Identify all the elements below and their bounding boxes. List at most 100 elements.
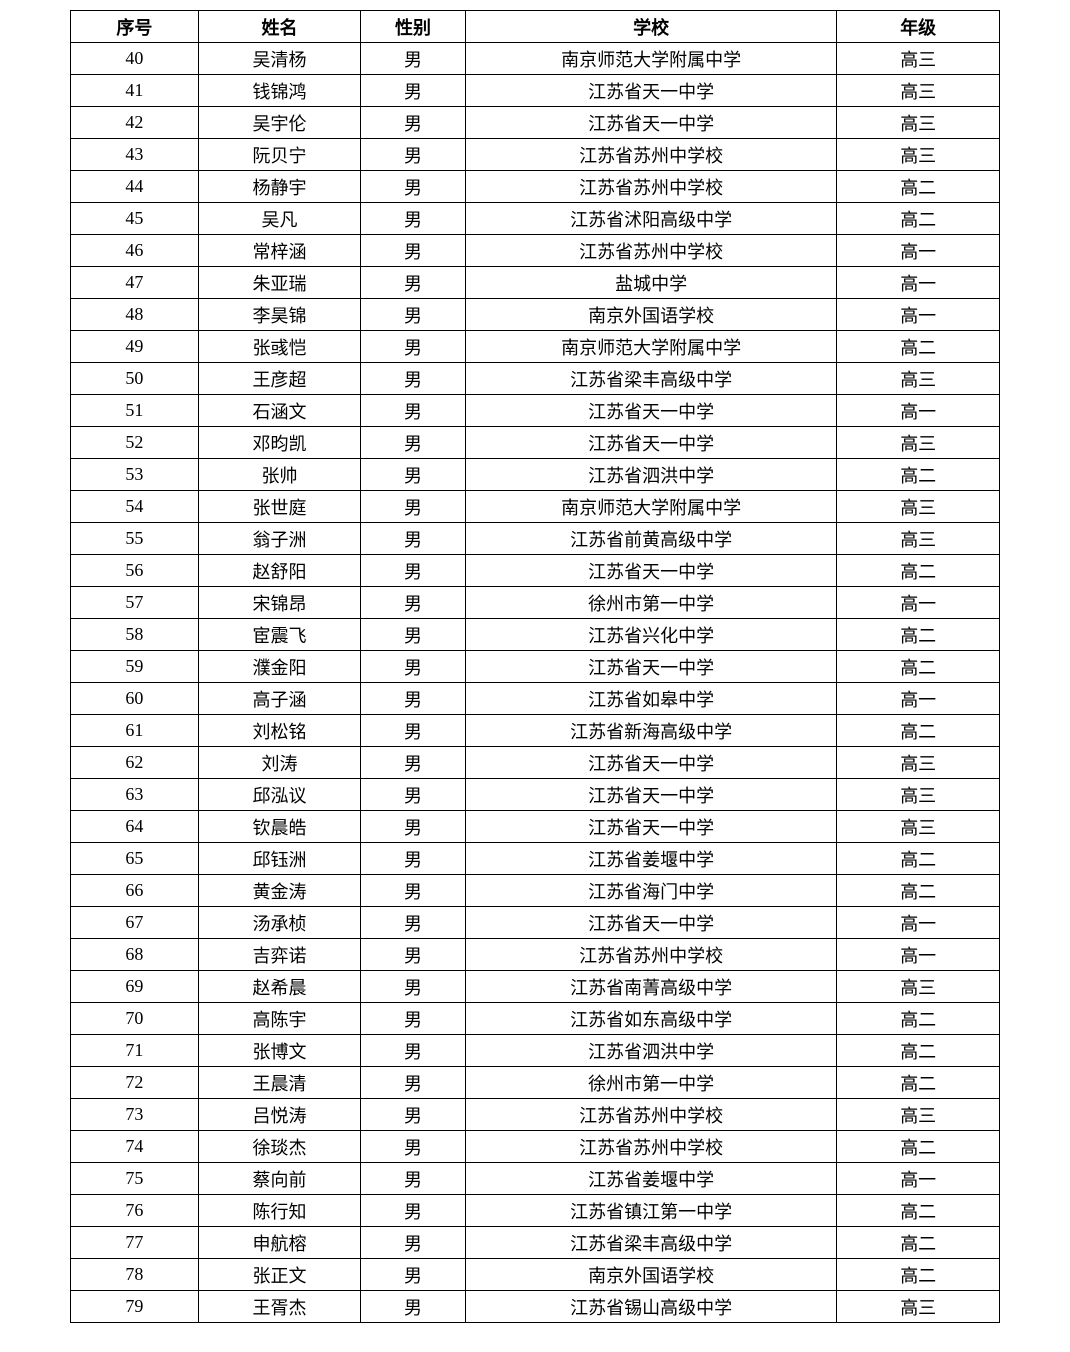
cell-index: 59 (71, 651, 199, 683)
cell-school: 南京师范大学附属中学 (465, 331, 837, 363)
cell-index: 72 (71, 1067, 199, 1099)
table-header-row: 序号 姓名 性别 学校 年级 (71, 11, 1000, 43)
col-header-gender: 性别 (361, 11, 466, 43)
cell-grade: 高一 (837, 907, 1000, 939)
cell-grade: 高二 (837, 619, 1000, 651)
table-row: 61刘松铭男江苏省新海高级中学高二 (71, 715, 1000, 747)
table-row: 42吴宇伦男江苏省天一中学高三 (71, 107, 1000, 139)
cell-name: 邱泓议 (198, 779, 361, 811)
cell-index: 60 (71, 683, 199, 715)
cell-name: 王晨清 (198, 1067, 361, 1099)
cell-school: 江苏省天一中学 (465, 651, 837, 683)
cell-name: 宦震飞 (198, 619, 361, 651)
cell-index: 41 (71, 75, 199, 107)
table-row: 45吴凡男江苏省沭阳高级中学高二 (71, 203, 1000, 235)
cell-school: 江苏省苏州中学校 (465, 139, 837, 171)
cell-school: 江苏省天一中学 (465, 779, 837, 811)
table-row: 72王晨清男徐州市第一中学高二 (71, 1067, 1000, 1099)
cell-name: 黄金涛 (198, 875, 361, 907)
cell-name: 高子涵 (198, 683, 361, 715)
cell-grade: 高一 (837, 1163, 1000, 1195)
table-row: 65邱钰洲男江苏省姜堰中学高二 (71, 843, 1000, 875)
cell-index: 48 (71, 299, 199, 331)
cell-name: 王胥杰 (198, 1291, 361, 1323)
cell-grade: 高二 (837, 331, 1000, 363)
cell-school: 江苏省姜堰中学 (465, 843, 837, 875)
cell-school: 江苏省天一中学 (465, 75, 837, 107)
cell-index: 68 (71, 939, 199, 971)
cell-gender: 男 (361, 747, 466, 779)
cell-index: 58 (71, 619, 199, 651)
cell-name: 张世庭 (198, 491, 361, 523)
cell-gender: 男 (361, 619, 466, 651)
cell-gender: 男 (361, 459, 466, 491)
table-row: 48李昊锦男南京外国语学校高一 (71, 299, 1000, 331)
cell-name: 蔡向前 (198, 1163, 361, 1195)
cell-name: 高陈宇 (198, 1003, 361, 1035)
cell-gender: 男 (361, 363, 466, 395)
cell-name: 吴清杨 (198, 43, 361, 75)
cell-grade: 高三 (837, 427, 1000, 459)
cell-gender: 男 (361, 1195, 466, 1227)
table-row: 62刘涛男江苏省天一中学高三 (71, 747, 1000, 779)
table-row: 49张彧恺男南京师范大学附属中学高二 (71, 331, 1000, 363)
cell-grade: 高三 (837, 1291, 1000, 1323)
cell-gender: 男 (361, 75, 466, 107)
table-row: 53张帅男江苏省泗洪中学高二 (71, 459, 1000, 491)
cell-name: 李昊锦 (198, 299, 361, 331)
cell-school: 江苏省兴化中学 (465, 619, 837, 651)
cell-gender: 男 (361, 43, 466, 75)
cell-school: 盐城中学 (465, 267, 837, 299)
cell-school: 江苏省如东高级中学 (465, 1003, 837, 1035)
cell-index: 77 (71, 1227, 199, 1259)
table-row: 79王胥杰男江苏省锡山高级中学高三 (71, 1291, 1000, 1323)
cell-gender: 男 (361, 299, 466, 331)
cell-grade: 高三 (837, 811, 1000, 843)
cell-gender: 男 (361, 235, 466, 267)
cell-gender: 男 (361, 587, 466, 619)
cell-school: 南京师范大学附属中学 (465, 43, 837, 75)
table-row: 51石涵文男江苏省天一中学高一 (71, 395, 1000, 427)
cell-index: 52 (71, 427, 199, 459)
cell-name: 吉弈诺 (198, 939, 361, 971)
col-header-name: 姓名 (198, 11, 361, 43)
table-row: 64钦晨皓男江苏省天一中学高三 (71, 811, 1000, 843)
cell-grade: 高一 (837, 683, 1000, 715)
cell-gender: 男 (361, 779, 466, 811)
cell-index: 75 (71, 1163, 199, 1195)
cell-school: 江苏省苏州中学校 (465, 1131, 837, 1163)
cell-school: 江苏省姜堰中学 (465, 1163, 837, 1195)
table-row: 43阮贝宁男江苏省苏州中学校高三 (71, 139, 1000, 171)
cell-name: 吴宇伦 (198, 107, 361, 139)
table-row: 74徐琰杰男江苏省苏州中学校高二 (71, 1131, 1000, 1163)
cell-grade: 高一 (837, 299, 1000, 331)
cell-grade: 高二 (837, 1259, 1000, 1291)
cell-school: 江苏省梁丰高级中学 (465, 1227, 837, 1259)
cell-index: 44 (71, 171, 199, 203)
cell-school: 徐州市第一中学 (465, 1067, 837, 1099)
cell-school: 江苏省苏州中学校 (465, 235, 837, 267)
col-header-grade: 年级 (837, 11, 1000, 43)
cell-school: 江苏省泗洪中学 (465, 1035, 837, 1067)
cell-school: 南京师范大学附属中学 (465, 491, 837, 523)
cell-index: 66 (71, 875, 199, 907)
cell-name: 申航榕 (198, 1227, 361, 1259)
cell-index: 70 (71, 1003, 199, 1035)
cell-gender: 男 (361, 1291, 466, 1323)
cell-index: 55 (71, 523, 199, 555)
cell-school: 江苏省天一中学 (465, 107, 837, 139)
cell-name: 张正文 (198, 1259, 361, 1291)
table-row: 52邓昀凯男江苏省天一中学高三 (71, 427, 1000, 459)
cell-gender: 男 (361, 1067, 466, 1099)
cell-school: 江苏省前黄高级中学 (465, 523, 837, 555)
cell-school: 江苏省海门中学 (465, 875, 837, 907)
cell-gender: 男 (361, 971, 466, 1003)
cell-gender: 男 (361, 427, 466, 459)
cell-index: 57 (71, 587, 199, 619)
cell-index: 56 (71, 555, 199, 587)
cell-gender: 男 (361, 139, 466, 171)
cell-name: 陈行知 (198, 1195, 361, 1227)
cell-grade: 高一 (837, 395, 1000, 427)
cell-index: 71 (71, 1035, 199, 1067)
cell-name: 钦晨皓 (198, 811, 361, 843)
